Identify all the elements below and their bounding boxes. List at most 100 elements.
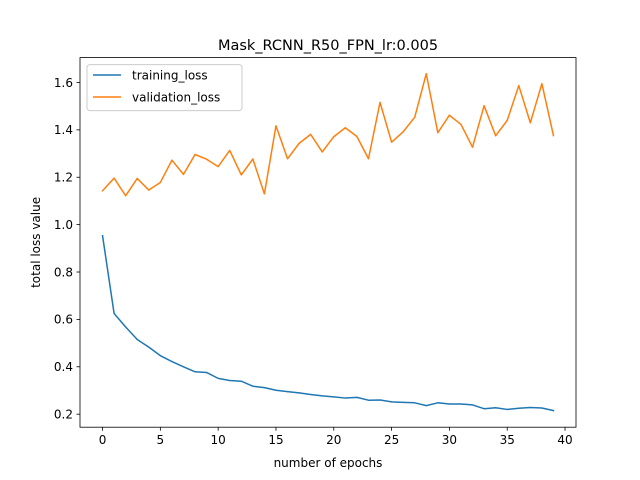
data-point-training-loss: [552, 410, 555, 412]
data-point-training-loss: [367, 399, 370, 401]
x-tick-label: 10: [211, 433, 226, 447]
x-tick-label: 30: [442, 433, 457, 447]
legend-label-validation-loss: validation_loss: [132, 91, 220, 105]
data-point-validation-loss: [321, 151, 323, 153]
axes-frame: [79, 57, 577, 428]
data-point-training-loss: [529, 406, 531, 409]
data-point-training-loss: [113, 312, 115, 315]
data-point-validation-loss: [414, 116, 416, 118]
data-point-training-loss: [506, 408, 508, 411]
data-point-validation-loss: [229, 149, 231, 152]
data-point-validation-loss: [252, 158, 254, 160]
data-point-validation-loss: [344, 127, 346, 129]
data-point-validation-loss: [182, 173, 185, 175]
data-point-training-loss: [414, 402, 416, 404]
data-point-training-loss: [356, 396, 358, 398]
legend-box: [86, 64, 243, 112]
data-point-training-loss: [402, 401, 404, 403]
data-point-validation-loss: [448, 114, 450, 116]
data-point-validation-loss: [263, 193, 266, 195]
data-point-validation-loss: [437, 132, 439, 134]
data-point-validation-loss: [136, 177, 138, 180]
data-point-training-loss: [125, 326, 127, 328]
data-point-training-loss: [460, 403, 462, 405]
series-layer: [101, 72, 555, 412]
data-point-training-loss: [310, 393, 312, 396]
data-point-training-loss: [495, 407, 497, 409]
data-point-training-loss: [194, 371, 196, 373]
y-tick-label: 1.6: [54, 76, 73, 90]
data-point-validation-loss: [113, 177, 115, 179]
data-point-training-loss: [379, 399, 381, 401]
data-point-validation-loss: [541, 83, 543, 85]
data-point-validation-loss: [194, 153, 196, 156]
data-point-training-loss: [425, 405, 427, 407]
x-tick-label: 20: [326, 433, 341, 447]
x-tick-label: 35: [500, 433, 515, 447]
x-tick-label: 0: [99, 433, 107, 447]
series-line-validation-loss: [101, 72, 555, 197]
y-tick-label: 1.4: [54, 123, 73, 137]
data-point-validation-loss: [402, 131, 404, 133]
data-point-training-loss: [252, 385, 254, 387]
data-point-validation-loss: [425, 73, 427, 75]
data-point-validation-loss: [298, 142, 300, 144]
data-point-training-loss: [518, 407, 520, 409]
y-tick-label: 0.2: [54, 407, 73, 421]
data-point-training-loss: [275, 389, 277, 391]
chart-title: Mask_RCNN_R50_FPN_lr:0.005: [218, 38, 438, 54]
data-point-training-loss: [229, 379, 231, 382]
data-point-training-loss: [182, 366, 185, 368]
data-point-training-loss: [483, 408, 485, 410]
y-axis-ticks: 0.2 0.4 0.6 0.8 1.0 1.2 1.4 1.6: [54, 76, 80, 421]
data-point-validation-loss: [286, 158, 289, 160]
data-point-validation-loss: [529, 122, 531, 124]
data-point-validation-loss: [356, 135, 358, 138]
data-point-training-loss: [390, 401, 393, 403]
legend-label-training-loss: training_loss: [132, 69, 208, 83]
data-point-validation-loss: [471, 146, 474, 148]
x-tick-label: 15: [268, 433, 283, 447]
data-point-training-loss: [298, 392, 300, 394]
x-axis-ticks: 0 5 10 15 20 25 30 35 40: [99, 427, 573, 447]
y-tick-label: 0.8: [54, 265, 73, 279]
data-point-validation-loss: [460, 123, 462, 126]
data-point-validation-loss: [367, 158, 370, 160]
series-line-training-loss: [101, 234, 555, 412]
y-tick-label: 0.4: [54, 360, 73, 374]
data-point-validation-loss: [240, 174, 242, 176]
data-point-validation-loss: [552, 134, 555, 137]
data-point-validation-loss: [483, 105, 485, 107]
data-point-training-loss: [344, 397, 346, 399]
data-point-validation-loss: [390, 141, 393, 143]
data-point-validation-loss: [495, 135, 497, 137]
data-point-training-loss: [333, 396, 335, 398]
data-point-training-loss: [448, 403, 450, 405]
x-axis-label: number of epochs: [274, 456, 383, 470]
data-point-validation-loss: [333, 136, 335, 138]
data-point-training-loss: [240, 380, 242, 382]
y-axis-label: total loss value: [29, 197, 43, 288]
data-point-training-loss: [136, 338, 138, 341]
y-tick-label: 0.6: [54, 313, 73, 327]
data-point-validation-loss: [310, 133, 312, 135]
data-point-training-loss: [171, 360, 173, 363]
x-tick-label: 40: [557, 433, 572, 447]
data-point-validation-loss: [518, 84, 520, 87]
data-point-training-loss: [321, 395, 323, 397]
data-point-training-loss: [471, 404, 474, 406]
data-point-training-loss: [437, 402, 439, 404]
x-tick-label: 5: [157, 433, 165, 447]
data-point-validation-loss: [148, 189, 150, 191]
data-point-training-loss: [217, 377, 219, 379]
data-point-validation-loss: [125, 195, 127, 197]
data-point-validation-loss: [171, 159, 173, 161]
legend: training_loss validation_loss: [86, 64, 243, 112]
data-point-validation-loss: [379, 101, 381, 103]
data-point-training-loss: [159, 355, 161, 357]
x-tick-label: 25: [384, 433, 399, 447]
data-point-training-loss: [148, 346, 150, 348]
data-point-validation-loss: [206, 158, 208, 160]
data-point-training-loss: [101, 235, 104, 237]
